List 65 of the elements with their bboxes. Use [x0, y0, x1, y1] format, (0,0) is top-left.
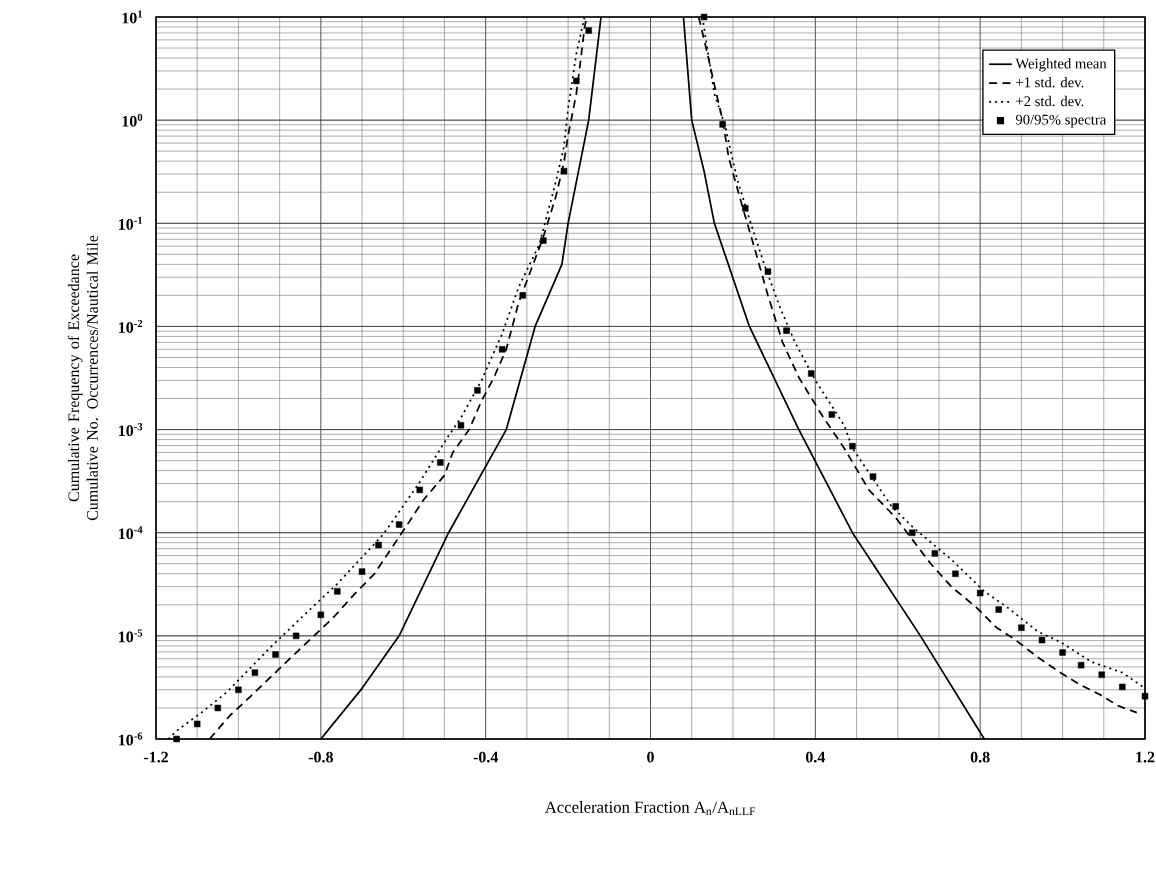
x-tick-label: -0.4: [473, 751, 499, 763]
y-tick-label: 10$^{0}$: [122, 113, 143, 127]
x-tick-label: 0.4: [805, 751, 826, 763]
y-tick-label: 10$^{-1}$: [119, 216, 143, 230]
point: [437, 459, 444, 466]
point: [573, 77, 580, 85]
point: [235, 686, 242, 693]
point: [1018, 624, 1025, 631]
x-tick-label: -0.8: [308, 751, 333, 763]
point: [375, 541, 382, 549]
x-tick-label: 1.2: [1136, 751, 1155, 763]
point: [474, 387, 481, 394]
legend-label: 90/95% spectra: [1015, 114, 1107, 128]
point: [358, 568, 366, 575]
point: [783, 327, 790, 334]
y-tick-label: 10$^{-4}$: [119, 526, 143, 540]
y-tick-label: 10$^{1}$: [122, 10, 143, 24]
legend-label: +2 std. dev.: [1016, 95, 1084, 107]
point: [808, 370, 815, 377]
point: [173, 735, 180, 743]
point: [457, 422, 465, 429]
x-tick-label: 0: [647, 751, 654, 763]
point: [908, 529, 916, 536]
point: [1038, 636, 1046, 644]
point: [540, 237, 547, 244]
point: [1141, 693, 1149, 700]
point: [214, 704, 222, 712]
point: [719, 121, 726, 128]
point: [931, 550, 939, 557]
x-tick-label: -1.2: [143, 751, 168, 763]
point: [519, 292, 526, 299]
point: [952, 570, 959, 577]
legend-label: Weighted mean: [1015, 58, 1107, 72]
y-axis-title: Cumulative Frequency of Exceedance Cumulative No. Occurrences/Nautical Mile: [67, 235, 98, 521]
point: [317, 611, 325, 619]
point: [828, 411, 836, 418]
point: [892, 503, 899, 510]
point: [869, 473, 877, 480]
point: [1119, 683, 1126, 691]
point: [764, 268, 772, 275]
point: [498, 346, 506, 353]
point: [849, 443, 856, 450]
point: [1077, 661, 1085, 669]
point: [395, 521, 403, 528]
y-tick-label: 10$^{-2}$: [119, 319, 143, 333]
legend-label: +1 std. dev.: [1016, 77, 1084, 88]
y-tick-label: 10$^{-6}$: [119, 732, 143, 746]
point: [976, 589, 984, 597]
point: [700, 13, 708, 21]
point: [742, 205, 749, 212]
point: [292, 632, 300, 640]
point: [251, 669, 259, 676]
x-tick-label: 0.8: [970, 751, 990, 763]
x-axis-title: Acceleration Fraction A$_{n}$/A$_{nLLF}$: [544, 801, 756, 816]
y-tick-label: 10$^{-3}$: [119, 423, 143, 437]
point: [560, 167, 568, 175]
point: [1098, 671, 1105, 678]
point: [272, 651, 279, 658]
point: [585, 27, 592, 34]
point: [995, 606, 1002, 613]
point: [416, 486, 423, 494]
y-tick-label: 10$^{-5}$: [119, 629, 143, 643]
point: [194, 720, 201, 728]
point: [334, 588, 341, 595]
point: [1059, 649, 1066, 656]
